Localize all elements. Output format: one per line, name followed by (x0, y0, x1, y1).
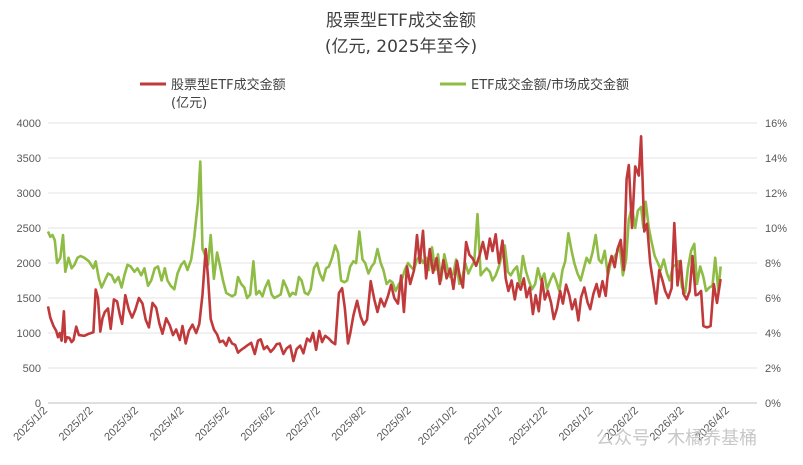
legend-label-etf-volume: 股票型ETF成交金额 (171, 77, 286, 93)
y-right-tick-label: 12% (765, 188, 787, 200)
x-tick-label: 2025/5/2 (193, 405, 232, 444)
x-tick-label: 2025/12/2 (507, 405, 550, 448)
legend-label-etf-volume-unit: (亿元) (171, 96, 207, 111)
y-right-tick-label: 4% (765, 328, 781, 340)
y-left-tick-label: 4000 (17, 118, 41, 130)
y-left-tick-label: 3500 (17, 153, 41, 165)
x-tick-label: 2025/9/2 (375, 405, 414, 444)
series-line-etf-ratio (46, 160, 722, 300)
y-left-tick-label: 3000 (17, 188, 41, 200)
legend: 股票型ETF成交金额 (亿元) ETF成交金额/市场成交金额 (140, 77, 629, 111)
x-tick-label: 2025/8/2 (329, 405, 368, 444)
x-tick-label: 2025/1/2 (11, 405, 50, 444)
x-tick-label: 2026/1/2 (557, 405, 596, 444)
x-tick-label: 2025/7/2 (284, 405, 323, 444)
chart-title: 股票型ETF成交金额 (326, 11, 476, 31)
y-left-tick-label: 500 (23, 363, 41, 375)
y-left-tick-label: 2500 (17, 223, 41, 235)
x-tick-label: 2025/11/2 (462, 405, 505, 448)
series-lines (46, 135, 722, 363)
y-left-tick-label: 2000 (17, 258, 41, 270)
watermark-text: 公众号 · 木橘养基桶 (596, 428, 757, 449)
y-right-tick-label: 2% (765, 363, 781, 375)
x-tick-label: 2025/3/2 (102, 405, 141, 444)
x-tick-label: 2025/2/2 (57, 405, 96, 444)
x-tick-label: 2025/10/2 (416, 405, 459, 448)
series-line-etf-volume (46, 135, 722, 363)
x-tick-label: 2025/6/2 (239, 405, 278, 444)
y-right-tick-label: 10% (765, 223, 787, 235)
y-right-tick-label: 0% (765, 398, 781, 410)
y-right-tick-label: 16% (765, 118, 787, 130)
y-left-tick-label: 1500 (17, 293, 41, 305)
y-left-tick-label: 0 (35, 398, 41, 410)
y-right-tick-label: 6% (765, 293, 781, 305)
y-left-tick-label: 1000 (17, 328, 41, 340)
y-axis-right: 0% 2% 4% 6% 8% 10% 12% 14% 16% (765, 118, 787, 410)
y-right-tick-label: 14% (765, 153, 787, 165)
legend-label-etf-ratio: ETF成交金额/市场成交金额 (471, 77, 629, 93)
y-right-tick-label: 8% (765, 258, 781, 270)
chart-subtitle: (亿元, 2025年至今) (325, 37, 477, 57)
y-axis-left: 0 500 1000 1500 2000 2500 3000 3500 4000 (17, 118, 41, 410)
x-tick-label: 2025/4/2 (148, 405, 187, 444)
